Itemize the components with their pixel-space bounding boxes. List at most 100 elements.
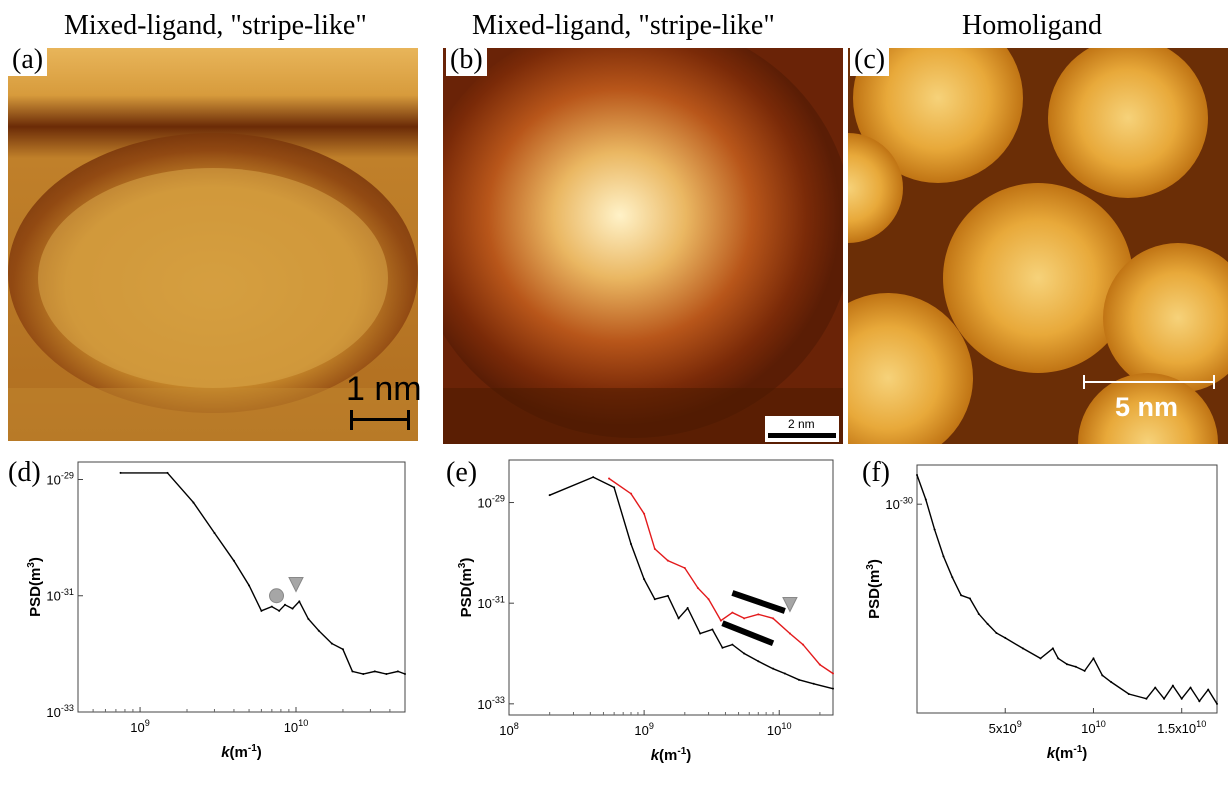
plot-frame xyxy=(916,464,1218,714)
stm-image-a xyxy=(8,48,418,441)
data-point xyxy=(683,567,686,570)
data-point xyxy=(213,532,216,535)
data-point xyxy=(248,584,251,587)
scale-bar-label-a: 1 nm xyxy=(346,370,422,408)
x-tick-label: 1010 xyxy=(1081,719,1106,736)
data-point xyxy=(1066,663,1068,666)
data-point xyxy=(757,613,760,616)
data-point xyxy=(960,594,963,597)
data-point xyxy=(119,471,122,474)
triangle-marker xyxy=(288,577,304,593)
data-point xyxy=(643,578,646,581)
y-tick-label: 10-33 xyxy=(46,703,74,720)
data-point xyxy=(1039,657,1042,660)
data-point xyxy=(995,631,998,634)
data-point xyxy=(1092,657,1095,660)
x-axis-title: k(m-1) xyxy=(651,746,692,764)
data-point xyxy=(968,597,971,600)
data-point xyxy=(548,494,551,497)
data-point xyxy=(298,600,301,603)
x-axis-title: k(m-1) xyxy=(221,743,262,761)
data-series-line xyxy=(549,476,834,690)
y-tick-label: 10-31 xyxy=(477,594,505,611)
data-point xyxy=(783,672,786,675)
data-point xyxy=(731,643,734,646)
data-point xyxy=(260,609,263,612)
panel-label-c: (c) xyxy=(850,44,890,76)
data-point xyxy=(788,632,791,635)
title-panel-b: Mixed-ligand, "stripe-like" xyxy=(472,10,775,41)
data-point xyxy=(707,598,710,601)
data-point xyxy=(797,678,800,681)
data-point xyxy=(1051,647,1054,650)
plot-frame xyxy=(77,461,406,713)
data-point xyxy=(643,512,646,515)
data-point xyxy=(1198,700,1201,703)
data-point xyxy=(192,501,195,504)
x-tick-label: 1010 xyxy=(767,721,792,738)
panel-label-f: (f) xyxy=(862,457,890,488)
data-point xyxy=(1207,688,1210,691)
data-point xyxy=(373,670,376,673)
data-point xyxy=(818,663,821,666)
y-axis-title: PSD(m3) xyxy=(457,558,475,618)
data-point xyxy=(812,682,815,685)
panel-label-a: (a) xyxy=(8,44,48,76)
scale-bar-label-b: 2 nm xyxy=(788,417,815,431)
data-point xyxy=(942,555,945,558)
data-point xyxy=(1216,702,1218,705)
data-point xyxy=(396,670,399,673)
data-point xyxy=(933,528,936,531)
title-panel-a: Mixed-ligand, "stripe-like" xyxy=(64,10,367,41)
scale-bar-label-c: 5 nm xyxy=(1115,392,1179,422)
scale-bar-b xyxy=(768,433,836,438)
data-point xyxy=(924,498,927,501)
x-axis-title: k(m-1) xyxy=(1047,744,1088,762)
y-tick-label: 10-29 xyxy=(477,494,505,511)
data-point xyxy=(278,609,281,612)
y-axis-title: PSD(m3) xyxy=(26,557,44,617)
data-point xyxy=(613,486,616,489)
data-series-line xyxy=(120,472,406,675)
data-point xyxy=(385,673,388,676)
psd-chart-e: 108 109 1010 10-29 10-31 10-33 k(m-1) PSD(m3) xyxy=(457,459,834,764)
data-point xyxy=(757,660,760,663)
data-point xyxy=(592,476,595,479)
y-axis-title: PSD(m3) xyxy=(865,559,883,619)
y-tick-label: 10-33 xyxy=(477,695,505,712)
data-point xyxy=(1074,665,1077,668)
y-tick-label: 10-30 xyxy=(885,495,913,512)
x-tick-label: 5x109 xyxy=(989,719,1022,736)
stm-image-b xyxy=(443,48,843,444)
data-point xyxy=(832,672,834,675)
data-point xyxy=(666,559,669,562)
data-point xyxy=(1127,692,1130,695)
data-point xyxy=(711,628,714,631)
data-point xyxy=(270,605,273,608)
data-point xyxy=(977,612,980,615)
data-point xyxy=(772,617,775,620)
data-point xyxy=(1057,657,1060,660)
data-point xyxy=(291,607,294,610)
data-point xyxy=(404,673,406,676)
data-point xyxy=(721,646,724,649)
panel-label-e: (e) xyxy=(446,457,478,488)
triangle-marker xyxy=(782,596,798,613)
data-point xyxy=(1163,697,1166,700)
stm-image-c xyxy=(848,48,1228,444)
data-point xyxy=(317,629,320,632)
data-point xyxy=(1110,680,1113,683)
data-point xyxy=(630,492,633,495)
data-point xyxy=(1021,647,1024,650)
scale-bar-a-tick-right xyxy=(407,410,410,430)
data-point xyxy=(1171,684,1174,687)
y-tick-label: 10-31 xyxy=(46,587,74,604)
data-point xyxy=(696,587,699,590)
data-point xyxy=(330,642,333,645)
data-point xyxy=(1101,674,1104,677)
panel-label-d: (d) xyxy=(8,457,41,488)
data-point xyxy=(351,670,354,673)
data-point xyxy=(1083,669,1086,672)
circle-marker xyxy=(269,588,285,604)
psd-chart-f: 5x109 1010 1.5x1010 10-30 k(m-1) PSD(m3) xyxy=(865,464,1218,762)
